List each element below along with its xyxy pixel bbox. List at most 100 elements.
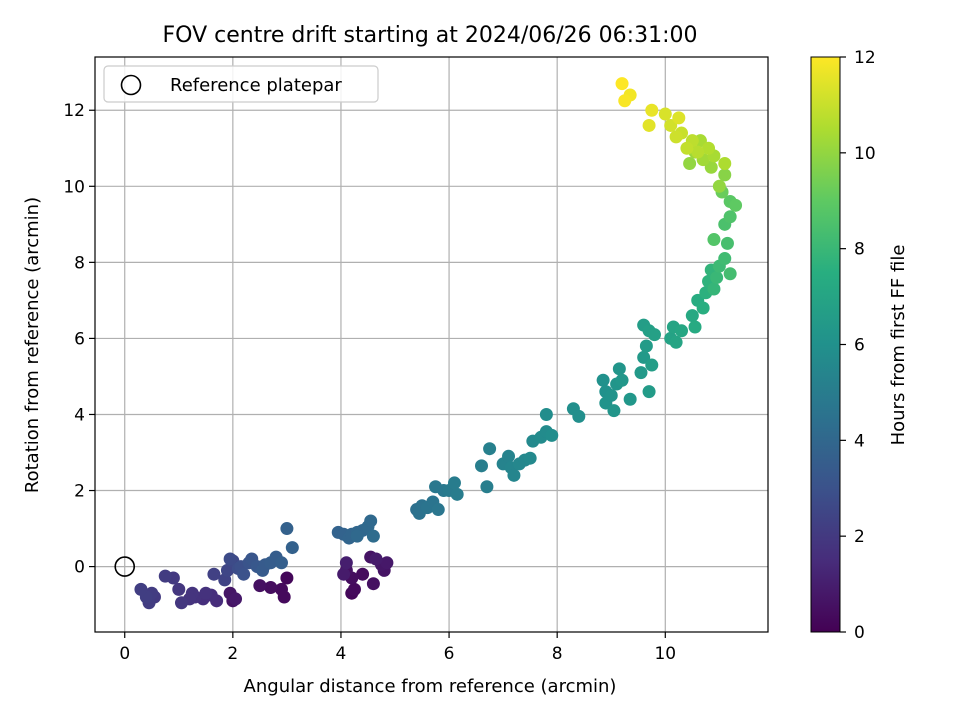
data-point [672, 111, 686, 125]
data-point [647, 328, 661, 342]
data-point [639, 339, 653, 353]
data-point [729, 198, 743, 212]
colorbar [810, 56, 841, 633]
data-point [356, 567, 370, 581]
data-point [223, 552, 237, 566]
y-tick-label: 8 [74, 253, 85, 273]
data-point [596, 373, 610, 387]
colorbar-tick-label: 0 [854, 623, 865, 643]
data-point [480, 480, 494, 494]
data-point [688, 320, 702, 334]
data-point [572, 409, 586, 423]
data-point [280, 571, 294, 585]
x-tick-label: 0 [119, 644, 130, 664]
data-point [366, 577, 380, 591]
reference-marker [114, 556, 136, 577]
data-point [545, 428, 559, 442]
y-tick-label: 0 [74, 558, 85, 578]
colorbar-tick-label: 2 [854, 527, 865, 547]
data-point [664, 118, 678, 132]
data-point [718, 252, 732, 266]
data-point [696, 301, 710, 315]
data-point [158, 569, 172, 583]
data-point [718, 156, 732, 170]
data-point [685, 309, 699, 323]
data-point [675, 324, 689, 338]
colorbar-tick-label: 12 [854, 48, 876, 68]
data-point [615, 373, 629, 387]
data-point [339, 556, 353, 570]
x-axis-label: Angular distance from reference (arcmin) [244, 676, 617, 697]
data-points [134, 77, 743, 610]
data-point [502, 449, 516, 463]
data-point [702, 141, 716, 155]
legend-marker-icon [120, 74, 142, 96]
data-point [604, 388, 618, 402]
data-point [618, 94, 632, 108]
data-point [172, 582, 186, 596]
data-point [645, 103, 659, 117]
colorbar-label: Hours from first FF file [888, 245, 909, 446]
legend-box [103, 65, 379, 103]
data-point [642, 385, 656, 399]
data-point [207, 567, 221, 581]
data-point [134, 582, 148, 596]
data-point [720, 236, 734, 250]
data-point [691, 145, 705, 159]
x-tick-label: 6 [444, 644, 455, 664]
data-point [264, 581, 278, 595]
data-point [237, 567, 251, 581]
data-point [607, 404, 621, 418]
data-point [669, 335, 683, 349]
data-point [447, 476, 461, 490]
y-tick-label: 12 [63, 101, 85, 121]
data-point [337, 567, 351, 581]
data-point [704, 160, 718, 174]
x-axis-ticks: 0 2 4 6 8 10 [119, 632, 676, 664]
y-axis-ticks: 0 2 4 6 8 10 12 [63, 101, 95, 578]
data-point [683, 156, 697, 170]
x-tick-label: 8 [552, 644, 563, 664]
data-point [253, 579, 267, 593]
data-point [642, 118, 656, 132]
chart-title: FOV centre drift starting at 2024/06/26 … [163, 23, 698, 48]
data-point [274, 556, 288, 570]
legend-entry-reference: Reference platepar [170, 75, 342, 96]
data-point [615, 77, 629, 91]
colorbar-tick-label: 8 [854, 240, 865, 260]
data-point [707, 233, 721, 247]
data-point [285, 541, 299, 555]
y-tick-label: 4 [74, 405, 85, 425]
data-point [347, 582, 361, 596]
data-point [199, 586, 213, 600]
data-point [277, 590, 291, 604]
x-tick-label: 4 [336, 644, 347, 664]
data-point [350, 529, 364, 543]
data-point [539, 407, 553, 421]
data-point [723, 267, 737, 281]
data-point [450, 487, 464, 501]
data-point [634, 366, 648, 380]
data-point [507, 468, 521, 482]
data-point [523, 451, 537, 465]
data-point [483, 442, 497, 456]
colorbar-ticks: 0 2 4 6 8 10 12 [840, 48, 876, 643]
data-point [623, 392, 637, 406]
colorbar-tick-label: 6 [854, 336, 865, 356]
y-axis-label: Rotation from reference (arcmin) [22, 197, 43, 493]
data-point [669, 130, 683, 144]
data-point [366, 529, 380, 543]
data-point [280, 522, 294, 536]
data-point [680, 141, 694, 155]
legend: Reference platepar [103, 65, 379, 103]
data-point [707, 282, 721, 296]
data-point [712, 179, 726, 193]
data-point [658, 107, 672, 121]
data-point [637, 350, 651, 364]
data-point [645, 358, 659, 372]
data-point [475, 459, 489, 473]
y-tick-label: 10 [63, 177, 85, 197]
data-point [380, 556, 394, 570]
colorbar-tick-label: 4 [854, 431, 865, 451]
